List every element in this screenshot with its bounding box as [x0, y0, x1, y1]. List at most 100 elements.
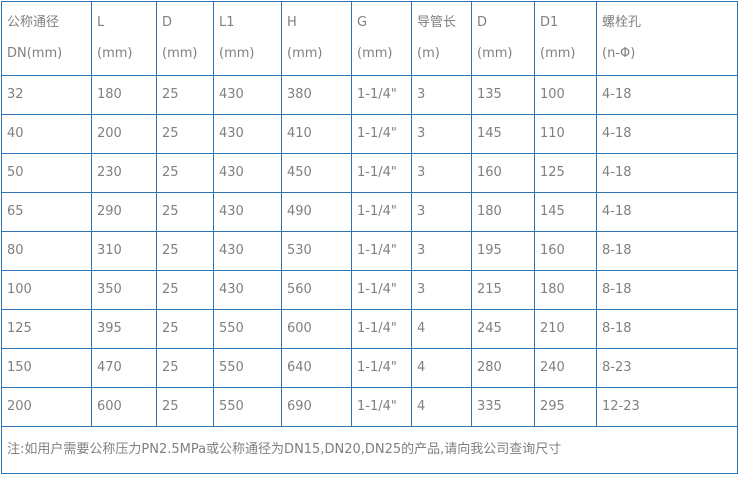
cell-g: 1-1/4" — [351, 387, 412, 427]
cell-flange-d1: 180 — [534, 270, 597, 310]
cell-l: 600 — [91, 387, 157, 427]
cell-bolt-holes: 4-18 — [596, 153, 738, 193]
column-header-dn-name: 公称通径 — [7, 14, 60, 30]
cell-l1: 430 — [213, 153, 282, 193]
cell-l1: 430 — [213, 231, 282, 271]
table-row: 50 230 25 430 450 1-1/4" 3 160 125 4-18 — [1, 153, 738, 193]
cell-h: 450 — [281, 153, 352, 193]
cell-tube-length: 3 — [411, 75, 472, 115]
column-header-bolt-holes-name: 螺栓孔 — [602, 14, 642, 30]
cell-flange-d1: 125 — [534, 153, 597, 193]
cell-g: 1-1/4" — [351, 348, 412, 388]
column-header-h-unit: (mm) — [287, 46, 323, 61]
cell-flange-d1: 145 — [534, 192, 597, 232]
table-row: 200 600 25 550 690 1-1/4" 4 335 295 12-2… — [1, 387, 738, 427]
column-header-flange-d-name: D — [477, 14, 488, 30]
cell-flange-d: 215 — [471, 270, 535, 310]
column-header-l1-name: L1 — [219, 14, 235, 30]
cell-bolt-holes: 8-18 — [596, 270, 738, 310]
cell-l: 395 — [91, 309, 157, 349]
column-header-bolt-holes: 螺栓孔 (n-Φ) — [596, 1, 738, 76]
cell-bolt-holes: 4-18 — [596, 192, 738, 232]
cell-bolt-holes: 8-18 — [596, 309, 738, 349]
cell-flange-d: 145 — [471, 114, 535, 154]
cell-bolt-holes: 12-23 — [596, 387, 738, 427]
cell-dn: 40 — [1, 114, 92, 154]
cell-dn: 100 — [1, 270, 92, 310]
cell-g: 1-1/4" — [351, 153, 412, 193]
cell-tube-length: 3 — [411, 192, 472, 232]
cell-l1: 430 — [213, 114, 282, 154]
column-header-flange-d: D (mm) — [471, 1, 535, 76]
cell-d: 25 — [156, 192, 214, 232]
table-body: 32 180 25 430 380 1-1/4" 3 135 100 4-18 … — [1, 75, 738, 474]
cell-d: 25 — [156, 348, 214, 388]
cell-d: 25 — [156, 387, 214, 427]
cell-dn: 150 — [1, 348, 92, 388]
cell-tube-length: 4 — [411, 348, 472, 388]
cell-h: 410 — [281, 114, 352, 154]
cell-d: 25 — [156, 75, 214, 115]
cell-flange-d: 335 — [471, 387, 535, 427]
cell-tube-length: 4 — [411, 309, 472, 349]
note-row: 注:如用户需要公称压力PN2.5MPa或公称通径为DN15,DN20,DN25的… — [1, 426, 738, 474]
cell-flange-d: 195 — [471, 231, 535, 271]
cell-d: 25 — [156, 153, 214, 193]
column-header-bolt-holes-unit: (n-Φ) — [602, 46, 636, 61]
cell-g: 1-1/4" — [351, 75, 412, 115]
cell-dn: 80 — [1, 231, 92, 271]
column-header-l-name: L — [97, 14, 105, 30]
cell-h: 560 — [281, 270, 352, 310]
cell-l: 290 — [91, 192, 157, 232]
table-row: 40 200 25 430 410 1-1/4" 3 145 110 4-18 — [1, 114, 738, 154]
cell-l: 350 — [91, 270, 157, 310]
cell-flange-d: 135 — [471, 75, 535, 115]
cell-flange-d: 280 — [471, 348, 535, 388]
specification-table: 公称通径 DN(mm) L (mm) D (mm) L1 (mm) H (mm)… — [1, 1, 738, 474]
cell-bolt-holes: 4-18 — [596, 114, 738, 154]
column-header-g-name: G — [357, 14, 368, 30]
column-header-tube-length: 导管长 (m) — [411, 1, 472, 76]
cell-flange-d1: 100 — [534, 75, 597, 115]
table-row: 150 470 25 550 640 1-1/4" 4 280 240 8-23 — [1, 348, 738, 388]
cell-dn: 50 — [1, 153, 92, 193]
cell-flange-d: 160 — [471, 153, 535, 193]
cell-h: 530 — [281, 231, 352, 271]
column-header-d-name: D — [162, 14, 173, 30]
cell-h: 600 — [281, 309, 352, 349]
cell-h: 690 — [281, 387, 352, 427]
cell-h: 640 — [281, 348, 352, 388]
cell-flange-d: 180 — [471, 192, 535, 232]
cell-dn: 65 — [1, 192, 92, 232]
cell-l: 310 — [91, 231, 157, 271]
column-header-g-unit: (mm) — [357, 46, 393, 61]
header-row: 公称通径 DN(mm) L (mm) D (mm) L1 (mm) H (mm)… — [1, 1, 738, 76]
column-header-flange-d-unit: (mm) — [477, 46, 513, 61]
cell-flange-d1: 210 — [534, 309, 597, 349]
cell-flange-d1: 110 — [534, 114, 597, 154]
cell-tube-length: 3 — [411, 231, 472, 271]
cell-l1: 430 — [213, 192, 282, 232]
cell-h: 490 — [281, 192, 352, 232]
cell-bolt-holes: 4-18 — [596, 75, 738, 115]
cell-l: 180 — [91, 75, 157, 115]
cell-l1: 550 — [213, 348, 282, 388]
cell-g: 1-1/4" — [351, 114, 412, 154]
cell-bolt-holes: 8-23 — [596, 348, 738, 388]
cell-h: 380 — [281, 75, 352, 115]
cell-l: 230 — [91, 153, 157, 193]
cell-flange-d1: 240 — [534, 348, 597, 388]
cell-flange-d1: 160 — [534, 231, 597, 271]
column-header-tube-length-name: 导管长 — [417, 14, 457, 30]
column-header-d-unit: (mm) — [162, 46, 198, 61]
column-header-h: H (mm) — [281, 1, 352, 76]
cell-flange-d1: 295 — [534, 387, 597, 427]
column-header-flange-d1-unit: (mm) — [540, 46, 576, 61]
cell-l1: 550 — [213, 387, 282, 427]
cell-bolt-holes: 8-18 — [596, 231, 738, 271]
cell-g: 1-1/4" — [351, 231, 412, 271]
cell-tube-length: 4 — [411, 387, 472, 427]
table-note: 注:如用户需要公称压力PN2.5MPa或公称通径为DN15,DN20,DN25的… — [1, 426, 738, 474]
cell-tube-length: 3 — [411, 270, 472, 310]
cell-flange-d: 245 — [471, 309, 535, 349]
